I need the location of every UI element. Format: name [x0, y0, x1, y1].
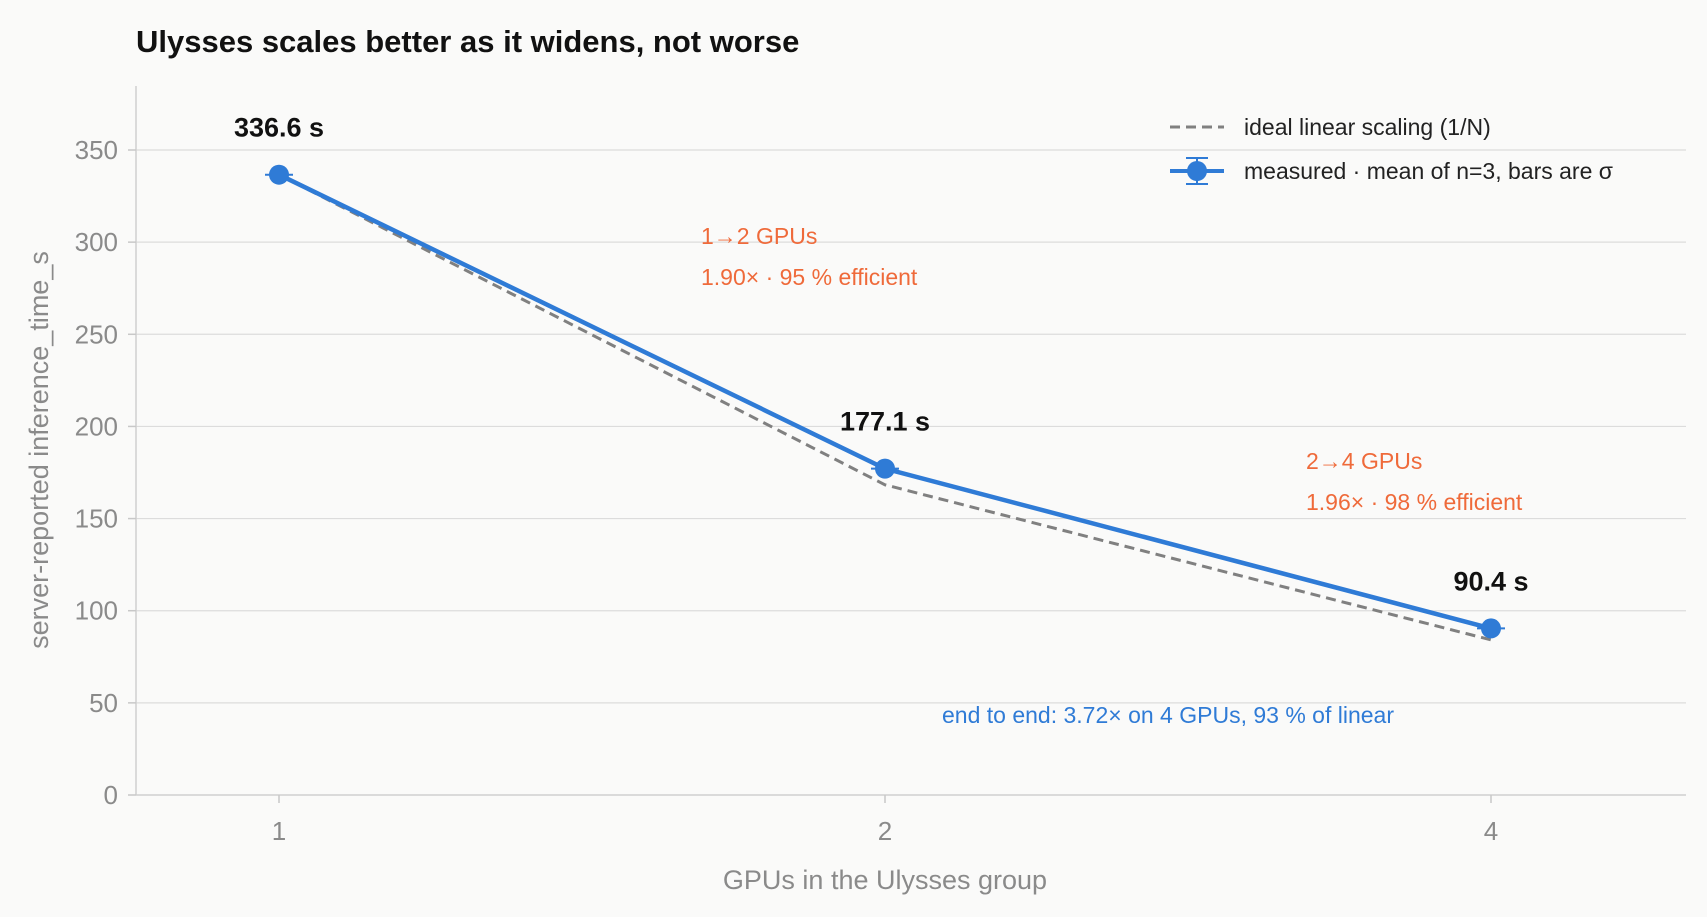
legend-measured-marker	[1187, 161, 1207, 181]
y-tick-label: 200	[75, 411, 118, 441]
annotation-2-to-4: 2→4 GPUs 1.96× · 98 % efficient	[1306, 448, 1523, 515]
y-tick-label: 300	[75, 227, 118, 257]
x-axis-label: GPUs in the Ulysses group	[723, 865, 1047, 895]
x-tick-label: 1	[272, 816, 286, 846]
annotation-1-to-2-title: 1→2 GPUs	[701, 223, 817, 249]
ideal-scaling-line	[278, 173, 1492, 642]
annotation-1-to-2-detail: 1.90× · 95 % efficient	[701, 264, 918, 290]
data-label: 336.6 s	[234, 113, 324, 143]
y-axis-label: server-reported inference_time_s	[24, 251, 54, 649]
measured-point	[875, 458, 895, 479]
y-tick-label: 250	[75, 319, 118, 349]
series	[265, 164, 1505, 642]
axes	[135, 86, 1686, 796]
chart-title: Ulysses scales better as it widens, not …	[136, 24, 799, 59]
measured-point	[1481, 618, 1501, 639]
gridlines	[136, 149, 1686, 704]
legend-ideal-label: ideal linear scaling (1/N)	[1244, 114, 1491, 140]
y-tick-label: 50	[89, 688, 118, 718]
measured-point	[269, 164, 289, 185]
annotation-1-to-2: 1→2 GPUs 1.90× · 95 % efficient	[701, 223, 918, 290]
x-tick-labels: 1 2 4	[272, 795, 1498, 846]
annotation-end-to-end: end to end: 3.72× on 4 GPUs, 93 % of lin…	[942, 702, 1394, 728]
legend: ideal linear scaling (1/N) measured · me…	[1170, 114, 1613, 185]
y-tick-labels: 0 50 100 150 200 250 300 350	[75, 135, 136, 810]
x-tick-label: 4	[1484, 816, 1498, 846]
annotation-2-to-4-detail: 1.96× · 98 % efficient	[1306, 489, 1523, 515]
y-tick-label: 100	[75, 596, 118, 626]
data-label: 177.1 s	[840, 407, 930, 437]
y-tick-label: 350	[75, 135, 118, 165]
x-tick-label: 2	[878, 816, 892, 846]
data-label: 90.4 s	[1453, 566, 1528, 596]
y-tick-label: 150	[75, 504, 118, 534]
annotation-2-to-4-title: 2→4 GPUs	[1306, 448, 1422, 474]
y-tick-label: 0	[104, 780, 118, 810]
legend-measured-label: measured · mean of n=3, bars are σ	[1244, 158, 1613, 184]
point-labels: 336.6 s 177.1 s 90.4 s	[234, 113, 1529, 597]
